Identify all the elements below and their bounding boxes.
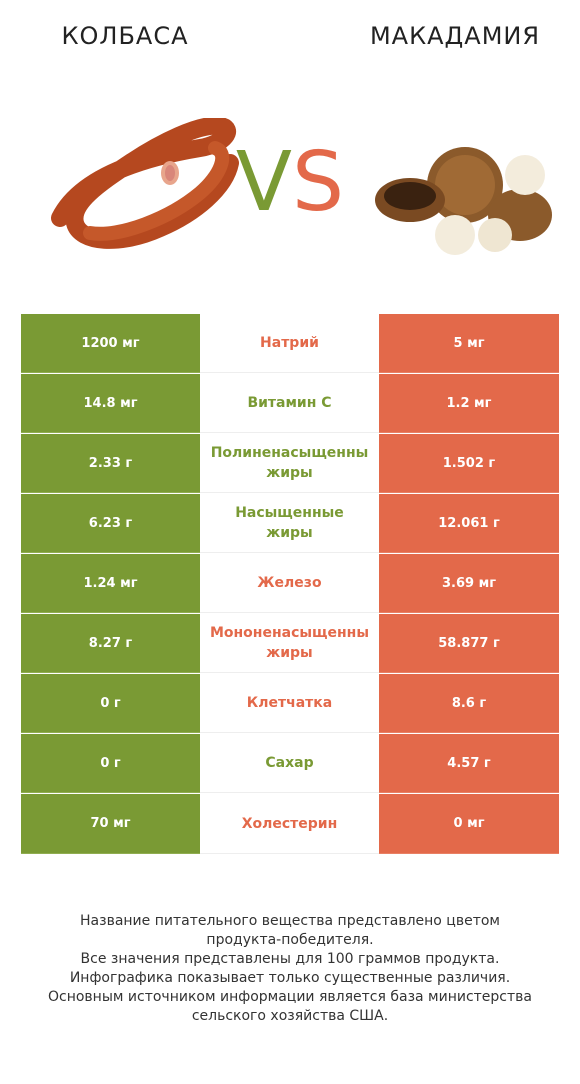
right-value: 0 мг [379, 794, 559, 854]
left-value: 0 г [21, 674, 200, 733]
right-product-title: МАКАДАМИЯ [369, 22, 541, 50]
right-value: 1.2 мг [379, 374, 559, 433]
right-value: 3.69 мг [379, 554, 559, 613]
footer-line: Основным источником информации является … [48, 989, 532, 1005]
footer-line: сельского хозяйства США. [191, 1008, 389, 1024]
table-row: 1200 мг Натрий 5 мг [21, 314, 559, 374]
right-value: 8.6 г [379, 674, 559, 733]
left-value: 6.23 г [21, 494, 200, 553]
macadamia-image [375, 147, 552, 255]
nutrient-name-line2: жиры [266, 525, 313, 541]
footer-line: Название питательного вещества представл… [80, 913, 500, 929]
footer-line: продукта-победителя. [206, 932, 374, 948]
table-row: 70 мг Холестерин 0 мг [21, 794, 559, 854]
nutrient-name: Насыщенные [235, 505, 344, 521]
table-row: 14.8 мг Витамин C 1.2 мг [21, 374, 559, 434]
table-row: 0 г Сахар 4.57 г [21, 734, 559, 794]
vs-v: V [235, 135, 293, 230]
left-value: 70 мг [21, 794, 200, 854]
nutrient-name: Натрий [260, 335, 319, 351]
nutrient-name: Мононенасыщенны [209, 625, 370, 641]
nutrient-label: Железо [200, 554, 379, 613]
right-value: 12.061 г [379, 494, 559, 553]
comparison-table: 1200 мг Натрий 5 мг 14.8 мг Витамин C 1.2 мг 2… [21, 314, 559, 854]
left-value: 2.33 г [21, 434, 200, 493]
vs-s: S [292, 135, 345, 230]
left-value: 8.27 г [21, 614, 200, 673]
left-value: 0 г [21, 734, 200, 793]
nutrient-label: Сахар [200, 734, 379, 793]
nutrient-name: Клетчатка [246, 695, 333, 711]
table-row: 6.23 г Насыщенные жиры 12.061 г [21, 494, 559, 554]
right-value: 5 мг [379, 314, 559, 373]
nutrient-label: Витамин C [200, 374, 379, 433]
nutrient-name: Сахар [265, 755, 314, 771]
nutrient-label: Клетчатка [200, 674, 379, 733]
table-row: 0 г Клетчатка 8.6 г [21, 674, 559, 734]
footer-note: Название питательного вещества представл… [10, 912, 570, 1026]
nutrient-label: Натрий [200, 314, 379, 373]
nutrient-name: Полиненасыщенны [210, 445, 369, 461]
header: КОЛБАСА МАКАДАМИЯ VS [0, 0, 580, 300]
table-row: 2.33 г Полиненасыщенны жиры 1.502 г [21, 434, 559, 494]
left-value: 1.24 мг [21, 554, 200, 613]
nutrient-label: Насыщенные жиры [200, 494, 379, 553]
left-value: 14.8 мг [21, 374, 200, 433]
nutrient-name: Витамин C [247, 395, 332, 411]
right-value: 58.877 г [379, 614, 559, 673]
table-row: 1.24 мг Железо 3.69 мг [21, 554, 559, 614]
nutrient-name-line2: жиры [266, 465, 313, 481]
vs-label: VS [222, 138, 358, 228]
right-value: 1.502 г [379, 434, 559, 493]
nutrient-label: Полиненасыщенны жиры [200, 434, 379, 493]
nutrient-label: Мононенасыщенны жиры [200, 614, 379, 673]
left-value: 1200 мг [21, 314, 200, 373]
nutrient-label: Холестерин [200, 794, 379, 854]
table-row: 8.27 г Мононенасыщенны жиры 58.877 г [21, 614, 559, 674]
nutrient-name: Железо [257, 575, 322, 591]
footer-line: Инфографика показывает только существенн… [69, 970, 511, 986]
left-product-title: КОЛБАСА [61, 22, 189, 50]
footer-line: Все значения представлены для 100 граммо… [80, 951, 500, 967]
sausage-image [51, 118, 239, 249]
right-value: 4.57 г [379, 734, 559, 793]
nutrient-name-line2: жиры [266, 645, 313, 661]
nutrient-name: Холестерин [241, 815, 338, 832]
